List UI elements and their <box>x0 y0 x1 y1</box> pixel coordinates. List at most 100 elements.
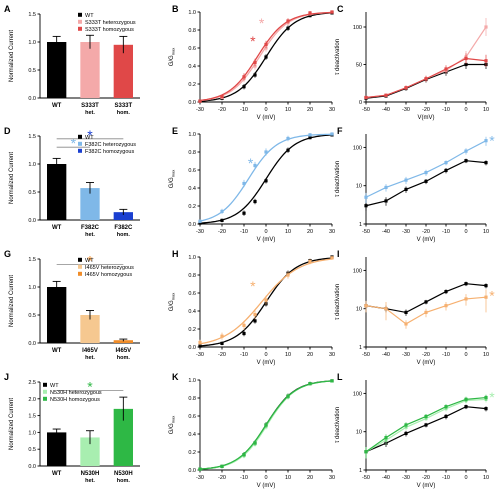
legend-label: F382C heterozygous <box>85 142 136 148</box>
significance-star: * <box>259 15 265 31</box>
data-point <box>404 187 408 192</box>
data-point <box>384 93 388 97</box>
data-point <box>264 423 268 427</box>
data-point <box>484 395 488 400</box>
legend-swatch <box>78 19 82 24</box>
category-sublabel: het. <box>85 355 95 361</box>
data-point <box>242 85 246 89</box>
data-point <box>484 407 488 411</box>
data-point <box>384 307 388 311</box>
bar <box>113 340 133 343</box>
y-tick-label: 0.8 <box>188 28 196 34</box>
y-tick-label: 100 <box>353 25 362 31</box>
x-tick-label: -30 <box>402 475 410 481</box>
x-tick-label: -50 <box>362 352 370 358</box>
legend-swatch <box>78 12 82 17</box>
y-tick-label: 0.5 <box>28 68 36 74</box>
y-tick-label: 2.5 <box>28 380 36 386</box>
data-point <box>464 397 468 401</box>
bar <box>80 315 100 343</box>
legend-swatch <box>78 141 82 146</box>
y-tick-label: 0.2 <box>188 450 196 456</box>
y-tick-label: 0.6 <box>188 414 196 420</box>
y-axis-label: Normalized Current <box>9 152 15 204</box>
legend-swatch <box>43 389 47 394</box>
x-tick-label: 10 <box>285 107 291 113</box>
legend-label: WT <box>85 135 94 141</box>
category-label: F382C <box>114 225 133 231</box>
y-tick-label: 0.4 <box>188 309 196 315</box>
legend-swatch <box>78 148 82 153</box>
panel-l: Lτ deactivation 1 10 100 -50 -40 -30 -20 -10 0 10 V… <box>335 372 495 489</box>
y-axis-label-subscript: max <box>171 170 176 178</box>
y-axis-label: τ deactivation <box>335 284 341 320</box>
x-tick-label: -10 <box>240 352 248 358</box>
data-point <box>220 341 224 345</box>
x-tick-label: -30 <box>402 229 410 235</box>
x-tick-label: -10 <box>442 229 450 235</box>
y-tick-label: 0.0 <box>188 222 196 228</box>
panel-letter: K <box>172 372 179 382</box>
bar <box>47 42 67 98</box>
x-tick-label: -30 <box>402 107 410 113</box>
x-tick-label: 0 <box>264 107 267 113</box>
data-point <box>484 295 488 299</box>
x-tick-label: -10 <box>442 107 450 113</box>
panel-h: H G/Gmax 0.0 0.2 0.4 0.6 0.8 1.0 -30 -20 -10 0 10 20 3… <box>169 249 335 366</box>
legend-swatch <box>78 271 82 276</box>
category-label: I465V <box>115 348 131 354</box>
data-point <box>242 181 246 186</box>
x-axis-label: V (mV) <box>257 237 276 243</box>
series-line <box>365 406 487 453</box>
panel-letter: H <box>172 249 179 259</box>
data-point <box>220 218 224 222</box>
data-point <box>330 379 334 383</box>
y-axis-label-text: Normalized Current <box>9 152 15 204</box>
x-tick-label: 10 <box>483 475 489 481</box>
data-point <box>330 256 334 260</box>
y-tick-label: 0.6 <box>188 46 196 52</box>
y-axis-label-text: Normalized Current <box>9 30 15 82</box>
y-tick-label: 0.2 <box>188 82 196 88</box>
data-point <box>242 453 246 457</box>
y-tick-label: 2.0 <box>28 397 36 403</box>
significance-star: * <box>248 155 254 171</box>
category-sublabel: het. <box>85 232 95 238</box>
category-label: WT <box>52 471 62 477</box>
y-tick-label: 10 <box>356 184 362 190</box>
y-axis-label-subscript: max <box>171 293 176 301</box>
x-tick-label: -50 <box>362 229 370 235</box>
y-tick-label: 0.4 <box>188 64 196 70</box>
legend-swatch <box>43 396 47 401</box>
y-tick-label: 0.5 <box>28 190 36 196</box>
data-point <box>264 42 268 46</box>
x-tick-label: -50 <box>362 475 370 481</box>
x-tick-label: 0 <box>464 352 467 358</box>
data-point <box>384 436 388 440</box>
x-tick-label: 20 <box>307 229 313 235</box>
x-tick-label: 10 <box>483 229 489 235</box>
data-point <box>364 95 368 100</box>
data-point <box>444 161 448 165</box>
data-point <box>242 331 246 336</box>
data-point <box>220 464 224 468</box>
data-point <box>330 10 334 14</box>
panel-letter: E <box>172 126 178 136</box>
panel-e: E G/Gmax 0.0 0.2 0.4 0.6 0.8 1.0 -30 -20 -10 0 10 20 3… <box>169 126 335 243</box>
bar <box>80 437 100 466</box>
x-tick-label: -10 <box>442 475 450 481</box>
panel-letter: C <box>337 4 344 14</box>
x-tick-label: -40 <box>382 475 390 481</box>
data-point <box>484 284 488 288</box>
bar <box>47 164 67 220</box>
data-point <box>424 170 428 175</box>
data-point <box>253 199 257 204</box>
series-line <box>365 26 487 99</box>
bar <box>80 188 100 220</box>
x-tick-label: -20 <box>218 475 226 481</box>
y-tick-label: 0.6 <box>188 291 196 297</box>
bar <box>80 42 100 98</box>
significance-star: * <box>489 133 495 149</box>
panel-letter: A <box>4 4 11 14</box>
